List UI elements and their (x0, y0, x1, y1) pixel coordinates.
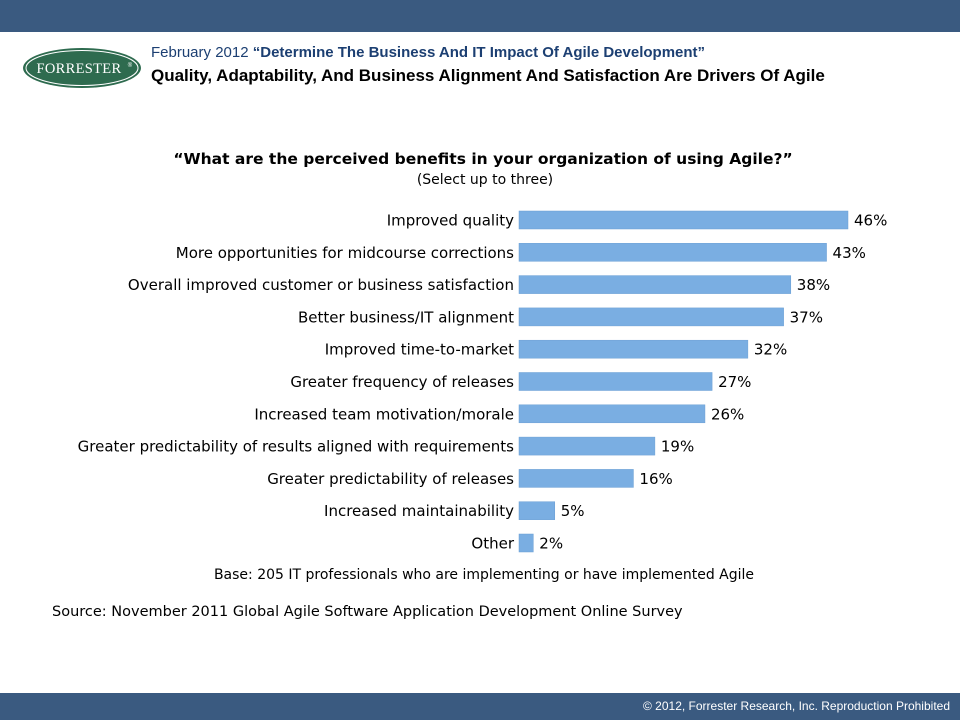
chart-title: “What are the perceived benefits in your… (0, 150, 960, 168)
chart-title-text: “What are the perceived benefits in your… (173, 150, 793, 168)
bar (518, 469, 634, 488)
category-label: Other (471, 535, 514, 553)
slide-title: Quality, Adaptability, And Business Alig… (151, 66, 825, 85)
data-label: 32% (754, 341, 787, 359)
chart-subtitle: (Select up to three) (0, 172, 960, 188)
forrester-logo: FORRESTER ® (22, 47, 142, 89)
bar (518, 436, 656, 456)
data-label: 38% (797, 276, 830, 294)
report-date: February 2012 (151, 44, 249, 61)
category-label: Greater frequency of releases (290, 373, 514, 391)
bar (518, 533, 534, 553)
bar (518, 404, 706, 424)
report-header: February 2012 “Determine The Business An… (151, 44, 941, 61)
data-label: 37% (790, 308, 823, 326)
data-label: 2% (539, 535, 563, 553)
bar (518, 501, 556, 520)
category-label: Increased team motivation/morale (254, 405, 514, 423)
bar (518, 372, 713, 391)
bar-chart: Improved quality 46% More opportunities fo… (78, 210, 887, 553)
bar (518, 307, 784, 327)
report-title: “Determine The Business And IT Impact Of… (252, 44, 706, 61)
category-label: Improved quality (387, 212, 514, 230)
data-label: 19% (661, 438, 694, 456)
category-label: Better business/IT alignment (298, 308, 514, 326)
source-note: Source: November 2011 Global Agile Softw… (52, 604, 683, 620)
data-label: 46% (854, 212, 887, 230)
bar (518, 210, 849, 230)
category-label: Greater predictability of releases (267, 470, 514, 488)
bar (518, 243, 827, 262)
base-note-text: Base: 205 IT professionals who are imple… (213, 567, 755, 583)
forrester-logo-icon: FORRESTER ® (23, 48, 141, 88)
logo-registered-mark: ® (128, 62, 133, 69)
data-label: 5% (561, 502, 585, 520)
category-label: Overall improved customer or business sa… (128, 276, 514, 294)
logo-text: FORRESTER (37, 61, 122, 77)
footer-bar: © 2012, Forrester Research, Inc. Reprodu… (0, 693, 960, 720)
data-label: 43% (833, 244, 866, 262)
copyright-text: © 2012, Forrester Research, Inc. Reprodu… (643, 699, 950, 713)
category-label: Improved time-to-market (325, 341, 514, 359)
data-label: 16% (639, 470, 672, 488)
bar (518, 275, 792, 294)
data-label: 26% (711, 405, 744, 423)
bar (518, 339, 749, 359)
top-banner (0, 0, 960, 32)
base-note: Base: 205 IT professionals who are imple… (0, 567, 960, 583)
category-label: More opportunities for midcourse correct… (176, 244, 514, 262)
chart-subtitle-text: (Select up to three) (416, 172, 554, 188)
category-label: Greater predictability of results aligne… (78, 438, 515, 456)
data-label: 27% (718, 373, 751, 391)
category-label: Increased maintainability (324, 502, 514, 520)
